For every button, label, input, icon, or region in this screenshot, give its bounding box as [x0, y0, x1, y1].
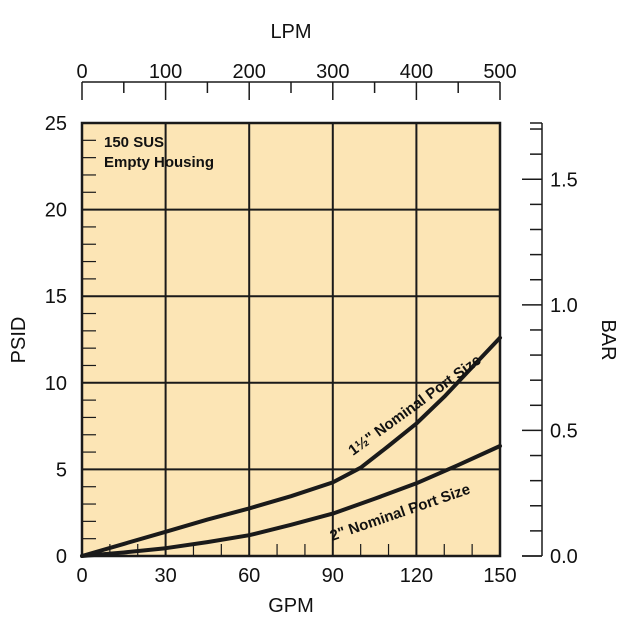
y2-tick-label: 0.0 — [550, 546, 578, 568]
grid — [82, 123, 500, 556]
y2-axis-title: BAR — [597, 319, 619, 360]
y-tick-label: 20 — [45, 200, 67, 222]
right-axis — [522, 122, 543, 557]
top-axis — [81, 81, 501, 100]
y2-tick-label: 0.5 — [550, 420, 578, 442]
plot-area — [82, 123, 500, 556]
x-tick-label: 120 — [400, 565, 433, 587]
x2-tick-label: 200 — [233, 61, 266, 83]
y-tick-label: 0 — [56, 546, 67, 568]
x-tick-label: 60 — [238, 565, 260, 587]
x2-axis-title: LPM — [270, 21, 311, 43]
series-line-2 — [80, 444, 502, 558]
x2-tick-label: 100 — [149, 61, 182, 83]
x2-tick-label: 400 — [400, 61, 433, 83]
x-tick-label: 90 — [322, 565, 344, 587]
x2-tick-label: 300 — [316, 61, 349, 83]
y-tick-label: 10 — [45, 373, 67, 395]
annotation-line-1: 150 SUS — [104, 134, 164, 151]
minor-ticks — [82, 139, 473, 556]
y2-tick-label: 1.5 — [550, 169, 578, 191]
x-tick-label: 150 — [483, 565, 516, 587]
y-tick-label: 5 — [56, 459, 67, 481]
x-tick-label: 30 — [154, 565, 176, 587]
x2-tick-label: 500 — [483, 61, 516, 83]
x-tick-label: 0 — [76, 565, 87, 587]
series-line-1 — [80, 335, 502, 558]
y-tick-label: 25 — [45, 113, 67, 135]
annotation-line-2: Empty Housing — [104, 154, 214, 171]
x-axis-title: GPM — [268, 595, 314, 617]
x2-tick-label: 0 — [76, 61, 87, 83]
series-lines — [80, 335, 502, 558]
y-tick-label: 15 — [45, 286, 67, 308]
y2-tick-label: 1.0 — [550, 295, 578, 317]
y-axis-title: PSID — [8, 317, 30, 364]
